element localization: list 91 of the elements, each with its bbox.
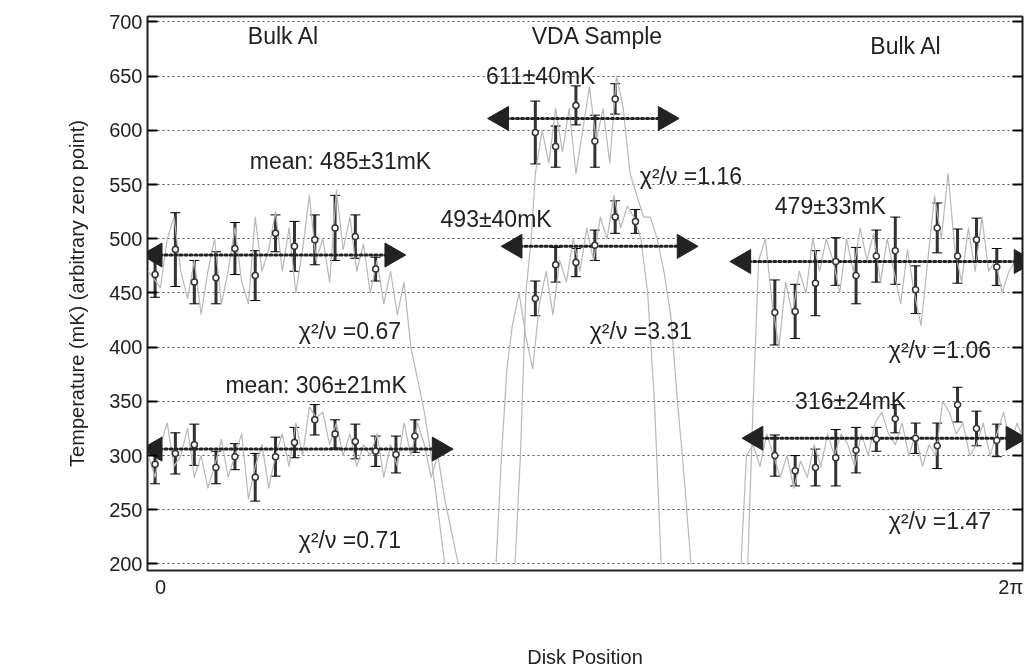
- point: [791, 467, 799, 475]
- point: [631, 217, 640, 226]
- point: [852, 446, 860, 454]
- annotation: VDA Sample: [531, 23, 663, 50]
- y-tick-label: 650: [109, 65, 143, 88]
- point: [993, 263, 1001, 271]
- x-tick-label: 2π: [998, 575, 1024, 598]
- point: [811, 463, 820, 472]
- x-axis-title: Disk Position: [527, 645, 643, 668]
- annotation: mean: 306±21mK: [225, 372, 408, 399]
- point: [872, 252, 881, 260]
- point: [271, 452, 280, 461]
- annotation: 611±40mK: [486, 63, 597, 90]
- point: [392, 450, 400, 459]
- point: [791, 307, 799, 316]
- x-tick-label: 0: [154, 575, 167, 598]
- point: [231, 452, 239, 461]
- point: [411, 432, 419, 440]
- point: [933, 224, 941, 232]
- point: [290, 242, 299, 251]
- y-tick-label: 500: [109, 227, 143, 250]
- point: [771, 451, 779, 460]
- y-tick-label: 250: [109, 498, 143, 521]
- y-axis-title: Temperature (mK) (arbitrary zero point): [66, 120, 89, 467]
- point: [190, 278, 199, 286]
- point: [351, 437, 360, 446]
- point: [911, 434, 920, 442]
- y-tick-label: 300: [109, 444, 143, 467]
- point: [891, 414, 900, 423]
- annotation: χ²/ν =1.47: [888, 507, 992, 534]
- point: [811, 279, 820, 287]
- annotation: Bulk Al: [870, 32, 941, 59]
- annotation: 316±24mK: [795, 388, 907, 415]
- point: [151, 270, 159, 279]
- point: [311, 236, 319, 244]
- annotation: χ²/ν =0.67: [298, 317, 402, 344]
- point: [290, 438, 299, 447]
- point: [531, 294, 540, 303]
- point: [572, 258, 580, 267]
- point: [872, 435, 881, 444]
- point: [591, 241, 599, 249]
- point: [331, 224, 339, 232]
- point: [351, 232, 360, 241]
- point: [933, 442, 941, 450]
- point: [832, 454, 840, 462]
- point: [771, 308, 779, 317]
- y-tick-label: 700: [109, 10, 143, 33]
- point: [171, 449, 180, 458]
- annotation: mean: 485±31mK: [249, 147, 432, 174]
- point: [151, 460, 159, 468]
- point: [371, 265, 380, 273]
- point: [993, 436, 1001, 445]
- annotation: χ²/ν =0.71: [298, 527, 402, 554]
- y-tick-label: 600: [109, 119, 143, 142]
- annotation: χ²/ν =1.16: [639, 162, 743, 189]
- point: [551, 261, 560, 269]
- point: [852, 271, 860, 280]
- point: [531, 128, 540, 137]
- point: [231, 244, 239, 253]
- point: [611, 213, 619, 221]
- point: [251, 473, 259, 482]
- point: [891, 246, 900, 255]
- annotation: χ²/ν =3.31: [589, 317, 692, 344]
- annotation: 479±33mK: [774, 193, 887, 220]
- point: [212, 274, 220, 282]
- point: [331, 430, 339, 438]
- point: [972, 424, 981, 433]
- point: [311, 416, 319, 424]
- point: [911, 285, 920, 294]
- point: [972, 236, 981, 244]
- point: [572, 101, 580, 110]
- y-tick-label: 350: [109, 390, 143, 413]
- annotation: χ²/ν =1.06: [888, 337, 992, 364]
- point: [251, 271, 259, 280]
- y-tick-label: 200: [109, 553, 143, 575]
- point: [591, 137, 599, 145]
- point: [190, 440, 199, 449]
- point: [953, 400, 962, 409]
- point: [551, 142, 560, 151]
- point: [611, 95, 619, 103]
- point: [371, 447, 380, 455]
- point: [212, 463, 220, 472]
- point: [271, 229, 280, 238]
- annotation: Bulk Al: [247, 23, 319, 50]
- point: [953, 252, 962, 260]
- y-tick-label: 550: [109, 173, 143, 196]
- point: [171, 245, 180, 254]
- annotation: 493±40mK: [440, 206, 553, 233]
- y-tick-label: 400: [109, 336, 143, 359]
- y-tick-label: 450: [109, 281, 143, 304]
- point: [832, 257, 840, 266]
